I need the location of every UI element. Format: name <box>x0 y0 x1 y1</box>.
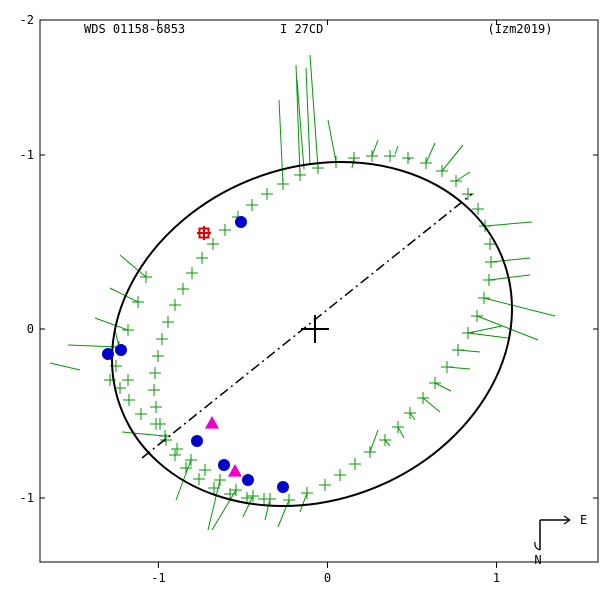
title-left: WDS 01158-6853 <box>84 22 185 36</box>
svg-text:1: 1 <box>493 571 500 585</box>
data-point-dot <box>115 344 127 356</box>
svg-text:-1: -1 <box>20 491 34 505</box>
svg-text:0: 0 <box>324 571 331 585</box>
compass-n-label: N <box>534 553 541 567</box>
data-point-dot <box>235 216 247 228</box>
data-point-dot <box>277 481 289 493</box>
compass-e-label: E <box>580 513 587 527</box>
data-point-dot <box>191 435 203 447</box>
data-point-dot <box>218 459 230 471</box>
orbit-plot: WDS 01158-6853 I 27CD (Izm2019) -1 0 1 -2 -1 0 -1… <box>0 0 600 600</box>
title-right: (Izm2019) <box>487 22 552 36</box>
svg-text:-1: -1 <box>20 148 34 162</box>
data-point-dot <box>102 348 114 360</box>
svg-text:-1: -1 <box>151 571 165 585</box>
data-point-dot <box>242 474 254 486</box>
svg-text:0: 0 <box>27 322 34 336</box>
svg-text:-2: -2 <box>20 13 34 27</box>
title-mid: I 27CD <box>280 22 323 36</box>
